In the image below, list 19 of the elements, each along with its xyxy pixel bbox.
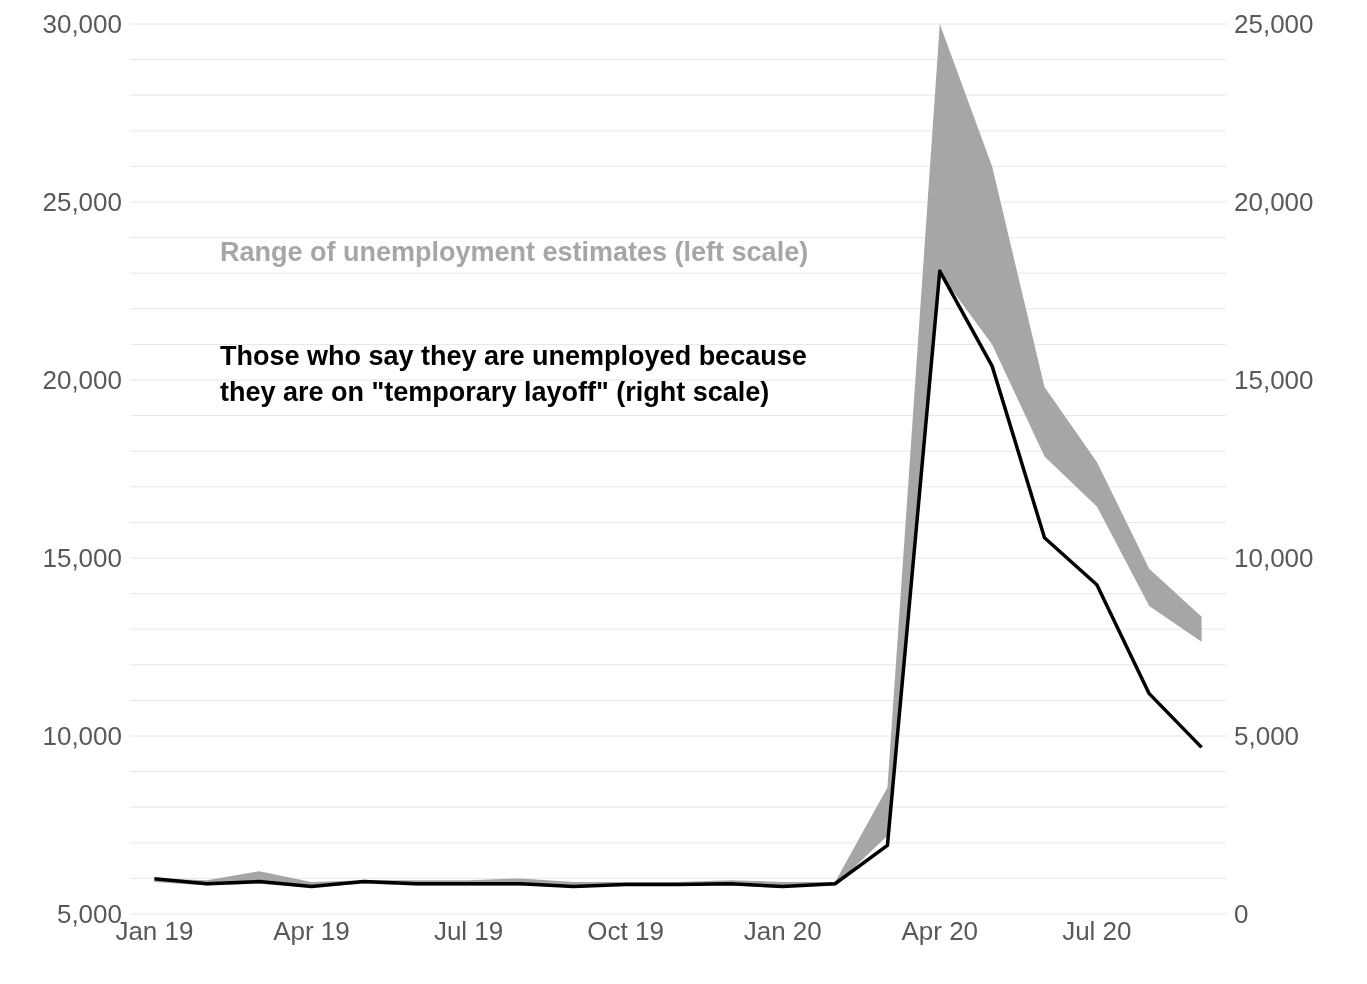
x-tick-label: Jul 19 bbox=[433, 916, 504, 947]
y2-tick-label: 20,000 bbox=[1234, 187, 1314, 218]
x-tick-label: Apr 19 bbox=[273, 916, 350, 947]
x-tick-label: Oct 19 bbox=[587, 916, 664, 947]
y2-tick-label: 10,000 bbox=[1234, 543, 1314, 574]
y-tick-label: 20,000 bbox=[42, 365, 122, 396]
y2-tick-label: 25,000 bbox=[1234, 9, 1314, 40]
y-tick-label: 25,000 bbox=[42, 187, 122, 218]
text: Those who say they are unemployed because they are on "temporary layoff" (right scale) bbox=[220, 340, 808, 409]
y2-tick-label: 0 bbox=[1234, 899, 1249, 930]
x-tick-label: Jul 20 bbox=[1062, 916, 1132, 947]
y-tick-label: 30,000 bbox=[42, 9, 122, 40]
y2-tick-label: 15,000 bbox=[1234, 365, 1314, 396]
y-tick-label: 15,000 bbox=[42, 543, 122, 574]
legend-label: Range of unemployment estimates (left scale) bbox=[220, 236, 810, 269]
y-tick-label: 10,000 bbox=[42, 721, 122, 752]
x-tick-label: Apr 20 bbox=[901, 916, 979, 947]
y2-tick-label: 5,000 bbox=[1234, 721, 1300, 752]
x-tick-label: Jan 20 bbox=[743, 916, 822, 947]
